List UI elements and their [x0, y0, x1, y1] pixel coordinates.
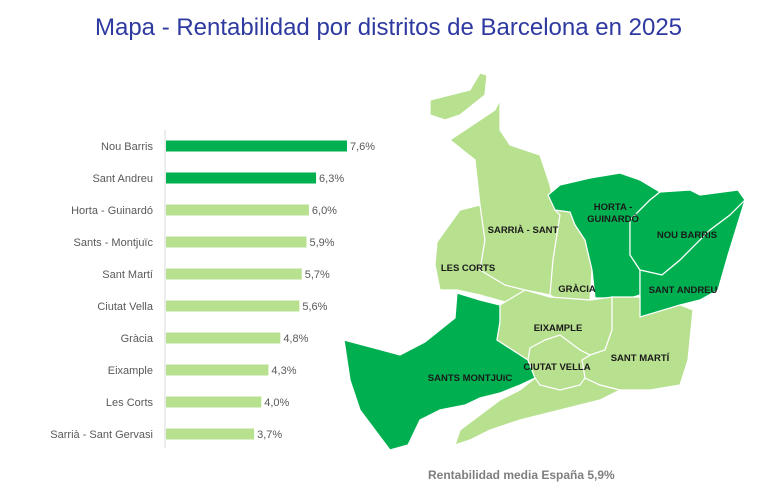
data-label: 3,7%: [257, 429, 282, 441]
category-label: Sants - Montjuïc: [74, 237, 154, 249]
category-label: Nou Barris: [101, 141, 153, 153]
data-label: 4,0%: [264, 397, 289, 409]
map-region-label: EIXAMPLE: [534, 323, 583, 334]
map-region-label: SANT ANDREU: [649, 285, 718, 296]
category-label: Gràcia: [121, 333, 154, 345]
data-label: 4,3%: [271, 365, 296, 377]
map-region-label: GRÀCIA: [558, 284, 596, 295]
district-map: SANTS MONTJUïC LES CORTS SARRIÀ - SANT GRÀC…: [343, 72, 746, 451]
category-label: Ciutat Vella: [97, 301, 154, 313]
data-label: 6,0%: [312, 205, 337, 217]
bar: [166, 396, 262, 408]
map-region: [527, 334, 592, 391]
bar: [166, 364, 269, 376]
bar: [166, 236, 307, 248]
map-region-label: SARRIÀ - SANT: [488, 225, 559, 236]
data-label: 5,7%: [305, 269, 330, 281]
category-label: Sant Andreu: [92, 173, 153, 185]
bar: [166, 268, 302, 280]
data-label: 5,9%: [310, 237, 335, 249]
bar-chart: Nou Barris 7,6% Sant Andreu 6,3% Horta - Gui…: [50, 130, 375, 448]
map-region-label: SANTS MONTJUïC: [428, 373, 513, 384]
data-label: 4,8%: [283, 333, 308, 345]
map-region-label: NOU BARRIS: [657, 230, 717, 241]
category-label: Les Corts: [106, 397, 154, 409]
data-label: 6,3%: [319, 173, 344, 185]
data-label: 7,6%: [350, 141, 375, 153]
map-region: [343, 292, 536, 451]
bar: [166, 300, 300, 312]
data-label: 5,6%: [302, 301, 327, 313]
map-region-label: CIUTAT VELLA: [523, 362, 590, 373]
map-region-label: HORTA -: [594, 202, 633, 213]
map-region-sarria-north: [429, 72, 488, 121]
category-label: Eixample: [108, 365, 153, 377]
bar: [166, 332, 281, 344]
map-region-label: LES CORTS: [441, 263, 495, 274]
bar: [166, 204, 309, 216]
category-label: Horta - Guinardó: [71, 205, 153, 217]
bar: [166, 172, 317, 184]
category-label: Sant Martí: [102, 269, 153, 281]
map-region-label: SANT MARTÍ: [611, 353, 670, 364]
category-label: Sarrià - Sant Gervasi: [50, 429, 153, 441]
bar: [166, 140, 347, 152]
bar: [166, 428, 255, 440]
map-region: [581, 296, 694, 391]
average-note: Rentabilidad media España 5,9%: [428, 468, 615, 482]
map-region: [448, 99, 561, 296]
map-region-label: GUINARDÓ: [587, 213, 639, 225]
chart-title: Mapa - Rentabilidad por distritos de Bar…: [94, 14, 683, 41]
